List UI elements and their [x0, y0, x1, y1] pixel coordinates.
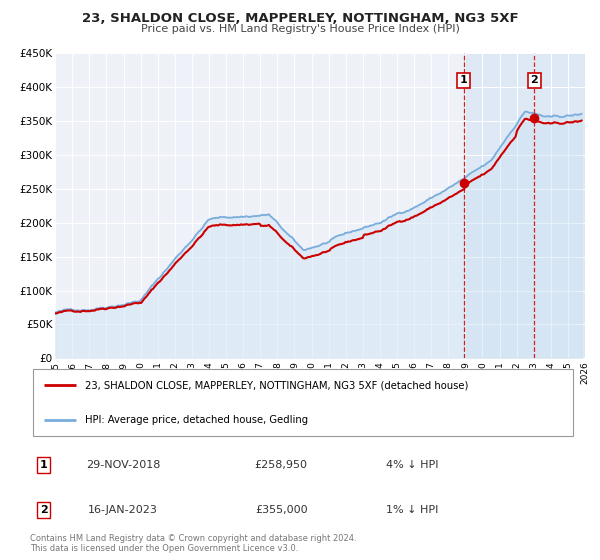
Text: £355,000: £355,000: [255, 505, 307, 515]
Text: 2: 2: [530, 76, 538, 85]
Text: 4% ↓ HPI: 4% ↓ HPI: [386, 460, 439, 470]
Text: 2: 2: [40, 505, 47, 515]
Text: Price paid vs. HM Land Registry's House Price Index (HPI): Price paid vs. HM Land Registry's House …: [140, 24, 460, 34]
Text: 1: 1: [40, 460, 47, 470]
Text: Contains HM Land Registry data © Crown copyright and database right 2024.
This d: Contains HM Land Registry data © Crown c…: [30, 534, 356, 553]
Text: 29-NOV-2018: 29-NOV-2018: [86, 460, 160, 470]
Bar: [464, 53, 585, 358]
Text: 23, SHALDON CLOSE, MAPPERLEY, NOTTINGHAM, NG3 5XF (detached house): 23, SHALDON CLOSE, MAPPERLEY, NOTTINGHAM…: [85, 380, 468, 390]
Text: £258,950: £258,950: [254, 460, 308, 470]
Text: 23, SHALDON CLOSE, MAPPERLEY, NOTTINGHAM, NG3 5XF: 23, SHALDON CLOSE, MAPPERLEY, NOTTINGHAM…: [82, 12, 518, 25]
Text: 1% ↓ HPI: 1% ↓ HPI: [386, 505, 439, 515]
Text: HPI: Average price, detached house, Gedling: HPI: Average price, detached house, Gedl…: [85, 415, 308, 424]
FancyBboxPatch shape: [33, 368, 573, 436]
Text: 1: 1: [460, 76, 468, 85]
Text: 16-JAN-2023: 16-JAN-2023: [88, 505, 158, 515]
